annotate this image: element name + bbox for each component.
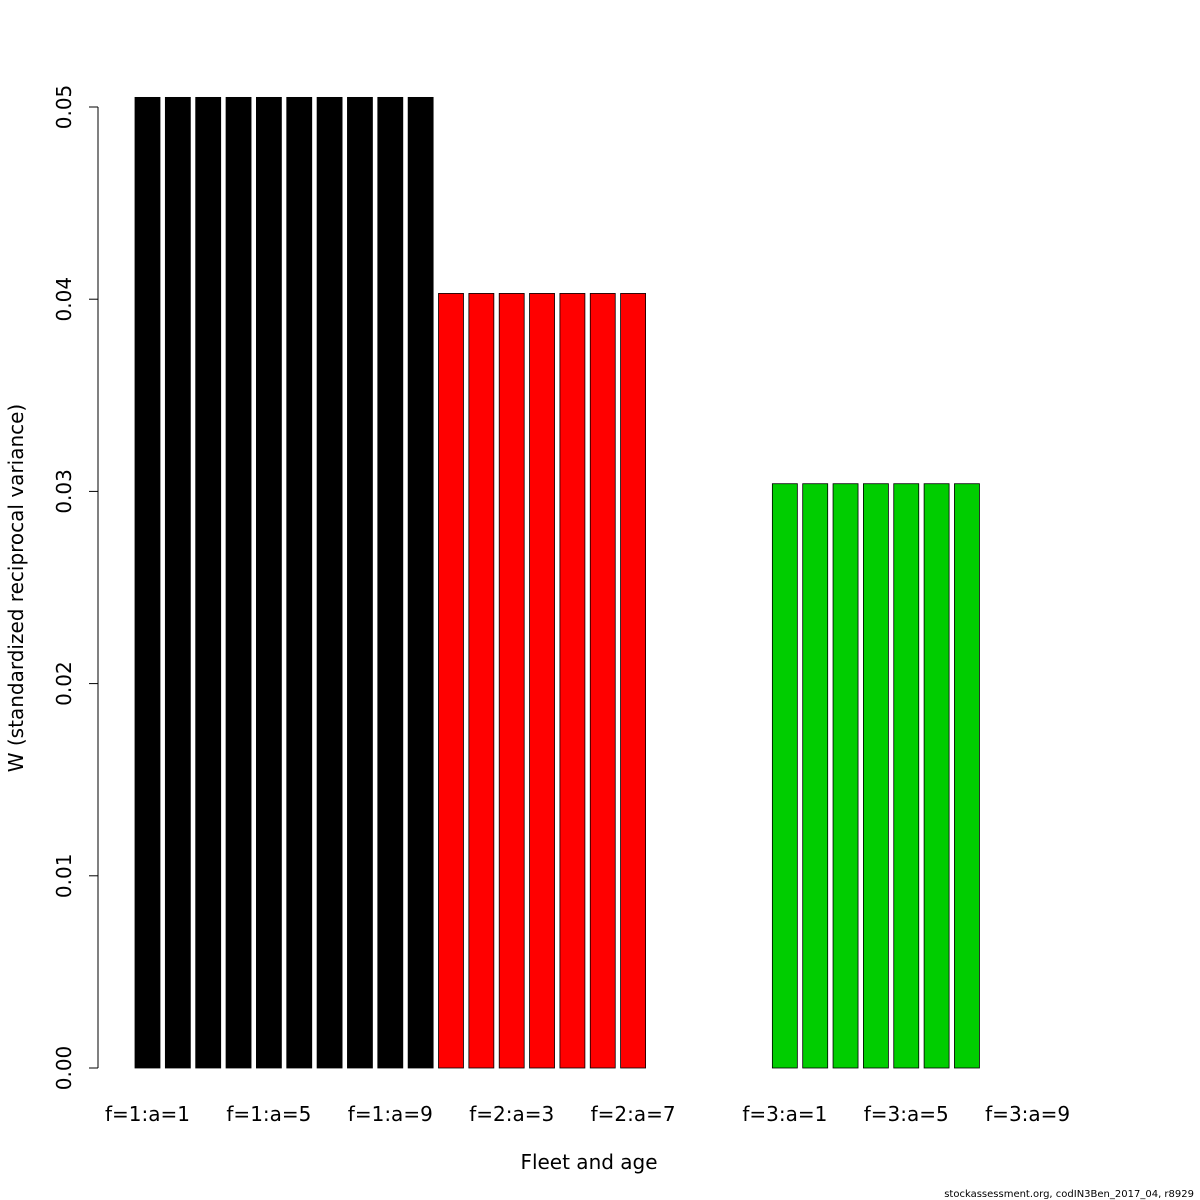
y-axis-title: W (standardized reciprocal variance)	[4, 404, 28, 773]
x-tick-label: f=3:a=1	[742, 1102, 827, 1126]
bar	[832, 483, 859, 1069]
y-tick-label: 0.04	[52, 277, 76, 322]
x-tick-label: f=2:a=3	[469, 1102, 554, 1126]
bar	[255, 96, 282, 1069]
bar	[771, 483, 798, 1069]
bar	[377, 96, 404, 1069]
bar	[802, 483, 829, 1069]
bar	[134, 96, 161, 1069]
bar	[954, 483, 980, 1069]
footer-credit: stockassessment.org, codIN3Ben_2017_04, …	[944, 1189, 1194, 1200]
x-tick-label: f=1:a=5	[226, 1102, 311, 1126]
y-tick-label: 0.01	[52, 854, 76, 899]
x-tick-label: f=1:a=9	[348, 1102, 433, 1126]
y-axis: 0.00 0.01 0.02 0.03 0.04 0.05	[52, 85, 99, 1091]
bar	[286, 96, 313, 1069]
bar	[893, 483, 920, 1069]
bar	[407, 96, 434, 1069]
bar	[923, 483, 950, 1069]
bar	[347, 96, 373, 1069]
x-tick-label: f=1:a=1	[105, 1102, 190, 1126]
bar	[225, 96, 252, 1069]
bar	[164, 96, 191, 1069]
bar	[589, 293, 616, 1069]
y-tick-label: 0.05	[52, 85, 76, 130]
bar	[316, 96, 343, 1069]
bar	[195, 96, 222, 1069]
y-tick-label: 0.00	[52, 1046, 76, 1091]
y-tick-label: 0.03	[52, 469, 76, 514]
bar	[559, 293, 586, 1069]
x-tick-label: f=2:a=7	[591, 1102, 676, 1126]
bars-group	[134, 96, 980, 1069]
bar	[863, 483, 889, 1069]
bar	[438, 293, 464, 1069]
x-tick-labels: f=1:a=1 f=1:a=5 f=1:a=9 f=2:a=3 f=2:a=7 f=3:a…	[105, 1102, 1070, 1126]
y-tick-label: 0.02	[52, 661, 76, 706]
bar	[529, 293, 555, 1069]
x-axis-title: Fleet and age	[520, 1150, 657, 1174]
bar	[498, 293, 525, 1069]
x-tick-label: f=3:a=5	[864, 1102, 949, 1126]
bar	[468, 293, 495, 1069]
x-tick-label: f=3:a=9	[985, 1102, 1070, 1126]
bar	[620, 293, 646, 1069]
